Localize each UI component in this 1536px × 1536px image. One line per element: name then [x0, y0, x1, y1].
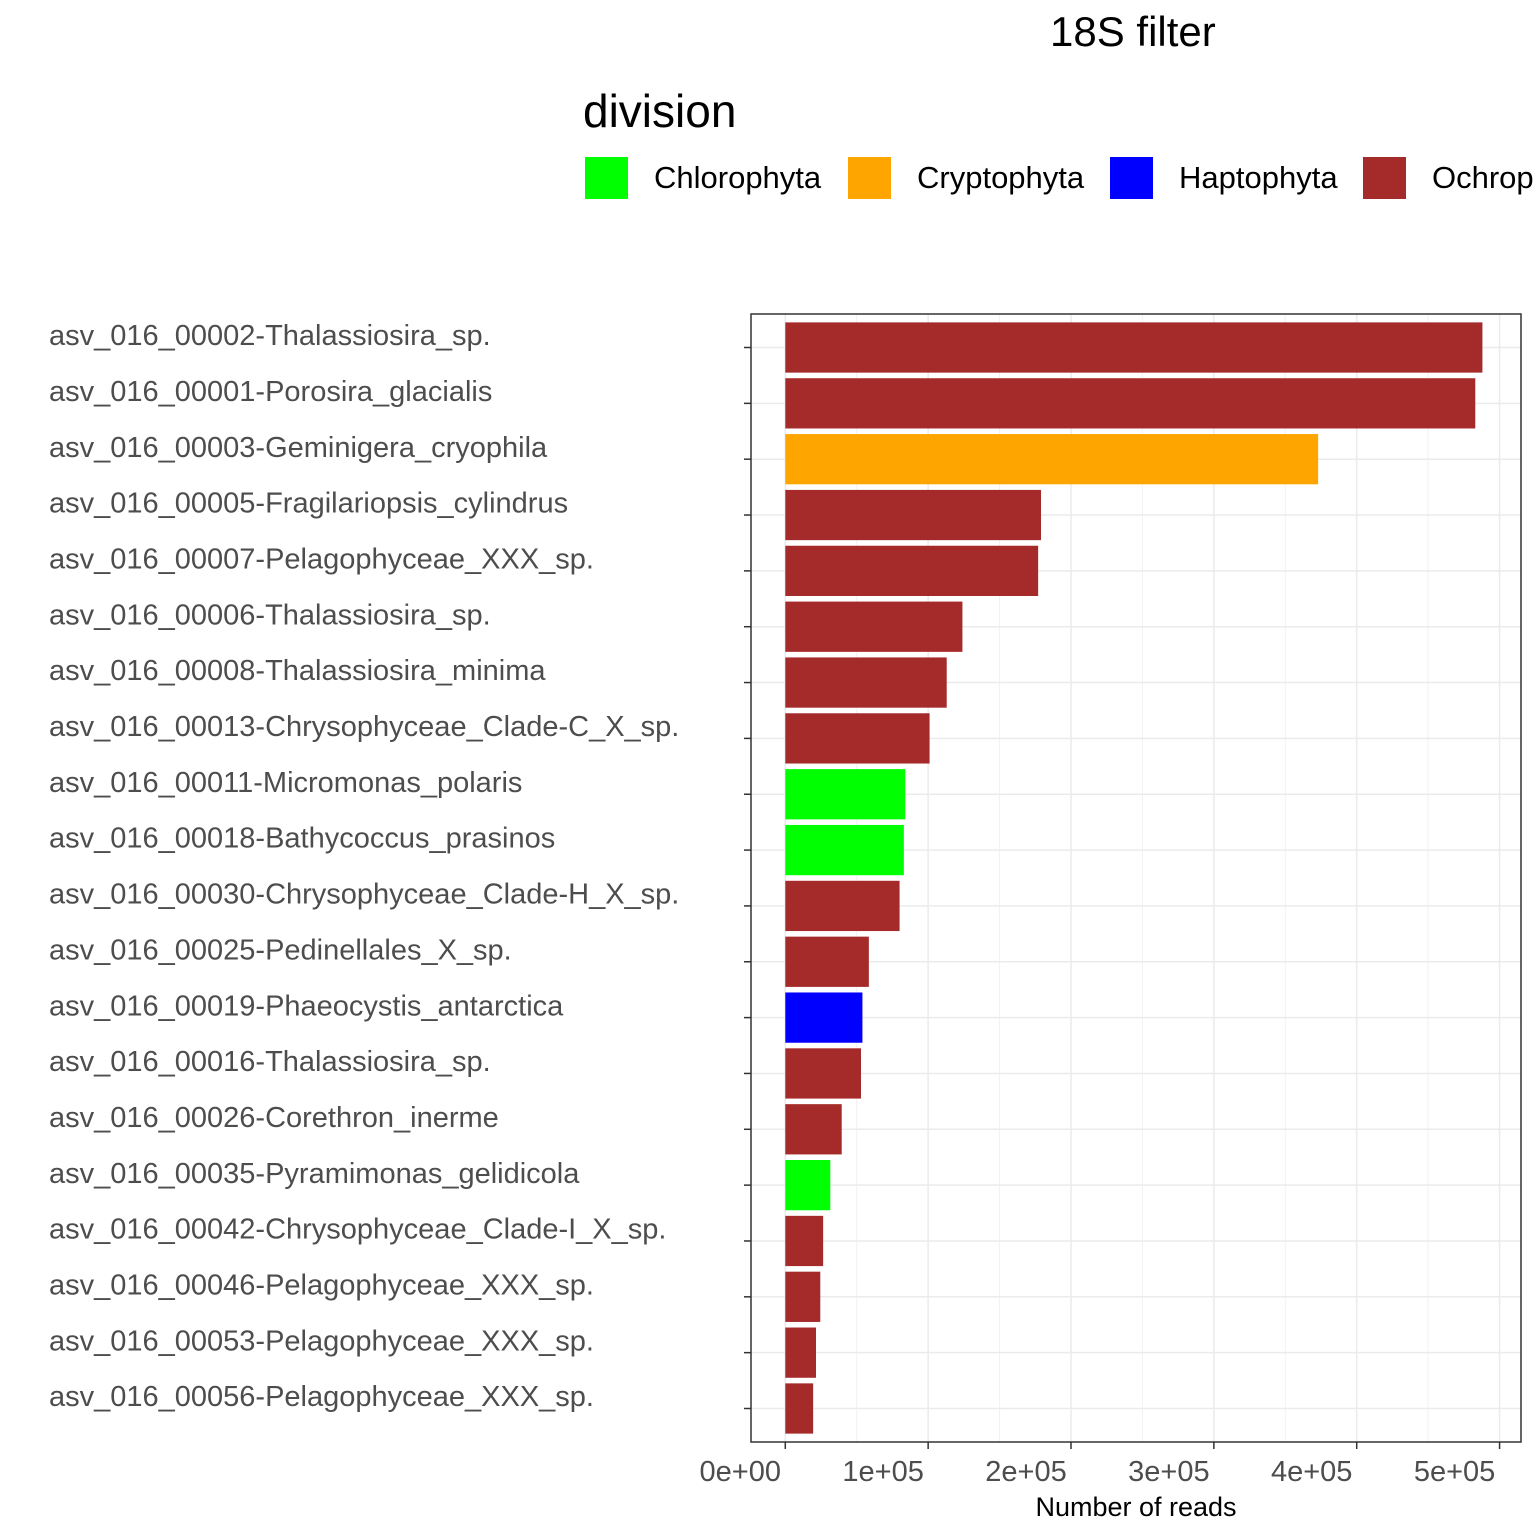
legend-key-cryptophyta	[848, 157, 891, 199]
bar	[785, 1048, 861, 1099]
y-tick-label: asv_016_00056-Pelagophyceae_XXX_sp.	[49, 1381, 594, 1413]
bar	[785, 1104, 842, 1155]
x-tick-label: 4e+05	[1271, 1456, 1352, 1488]
bar	[785, 545, 1039, 596]
y-tick-label: asv_016_00016-Thalassiosira_sp.	[49, 1046, 491, 1078]
bar	[785, 936, 869, 987]
bar	[785, 378, 1476, 429]
y-tick-label: asv_016_00026-Corethron_inerme	[49, 1102, 499, 1134]
legend-key-haptophyta	[1110, 157, 1153, 199]
y-tick-label: asv_016_00005-Fragilariopsis_cylindrus	[49, 488, 568, 520]
bar	[785, 713, 930, 764]
y-tick-label: asv_016_00046-Pelagophyceae_XXX_sp.	[49, 1269, 594, 1301]
y-tick-label: asv_016_00003-Geminigera_cryophila	[49, 432, 548, 464]
y-tick-label: asv_016_00018-Bathycoccus_prasinos	[49, 823, 555, 855]
y-tick-label: asv_016_00013-Chrysophyceae_Clade-C_X_sp…	[49, 711, 679, 743]
bar	[785, 601, 963, 652]
y-tick-label: asv_016_00025-Pedinellales_X_sp.	[49, 934, 512, 966]
y-tick-label: asv_016_00053-Pelagophyceae_XXX_sp.	[49, 1325, 594, 1357]
chart-title: 18S filter	[1050, 8, 1216, 55]
bar	[785, 992, 863, 1043]
y-tick-label: asv_016_00006-Thalassiosira_sp.	[49, 599, 491, 631]
x-tick-label: 3e+05	[1128, 1456, 1209, 1488]
bar	[785, 769, 906, 820]
x-tick-label: 2e+05	[985, 1456, 1066, 1488]
legend-key-chlorophyta	[585, 157, 628, 199]
bar	[785, 880, 900, 932]
y-tick-label: asv_016_00035-Pyramimonas_gelidicola	[49, 1158, 580, 1190]
x-axis-title: Number of reads	[1035, 1492, 1236, 1522]
bar	[785, 1215, 824, 1267]
bar	[785, 824, 904, 876]
bar	[785, 1160, 831, 1211]
legend-label-ochrophyta: Ochrop	[1432, 160, 1534, 195]
bar	[785, 322, 1483, 373]
legend-title: division	[583, 85, 737, 137]
bar	[785, 1271, 821, 1322]
y-tick-label: asv_016_00011-Micromonas_polaris	[49, 767, 522, 799]
y-tick-label: asv_016_00030-Chrysophyceae_Clade-H_X_sp…	[49, 879, 679, 911]
legend-label-haptophyta: Haptophyta	[1179, 160, 1338, 195]
plot-border	[750, 313, 1522, 1443]
bar	[785, 434, 1319, 485]
bar	[785, 657, 947, 708]
bar	[785, 1383, 814, 1434]
bar	[785, 489, 1041, 541]
y-tick-label: asv_016_00042-Chrysophyceae_Clade-I_X_sp…	[49, 1214, 666, 1246]
x-tick-label: 0e+00	[700, 1456, 781, 1488]
y-tick-label: asv_016_00019-Phaeocystis_antarctica	[49, 990, 564, 1022]
x-tick-label: 1e+05	[842, 1456, 923, 1488]
legend-label-chlorophyta: Chlorophyta	[654, 160, 822, 195]
y-tick-label: asv_016_00001-Porosira_glacialis	[49, 376, 492, 408]
y-tick-label: asv_016_00002-Thalassiosira_sp.	[49, 320, 491, 352]
bar	[785, 1327, 816, 1378]
y-tick-label: asv_016_00008-Thalassiosira_minima	[49, 655, 546, 687]
legend-key-ochrophyta	[1363, 157, 1406, 199]
x-tick-label: 5e+05	[1414, 1456, 1495, 1488]
legend-label-cryptophyta: Cryptophyta	[917, 160, 1085, 195]
y-tick-label: asv_016_00007-Pelagophyceae_XXX_sp.	[49, 544, 594, 576]
